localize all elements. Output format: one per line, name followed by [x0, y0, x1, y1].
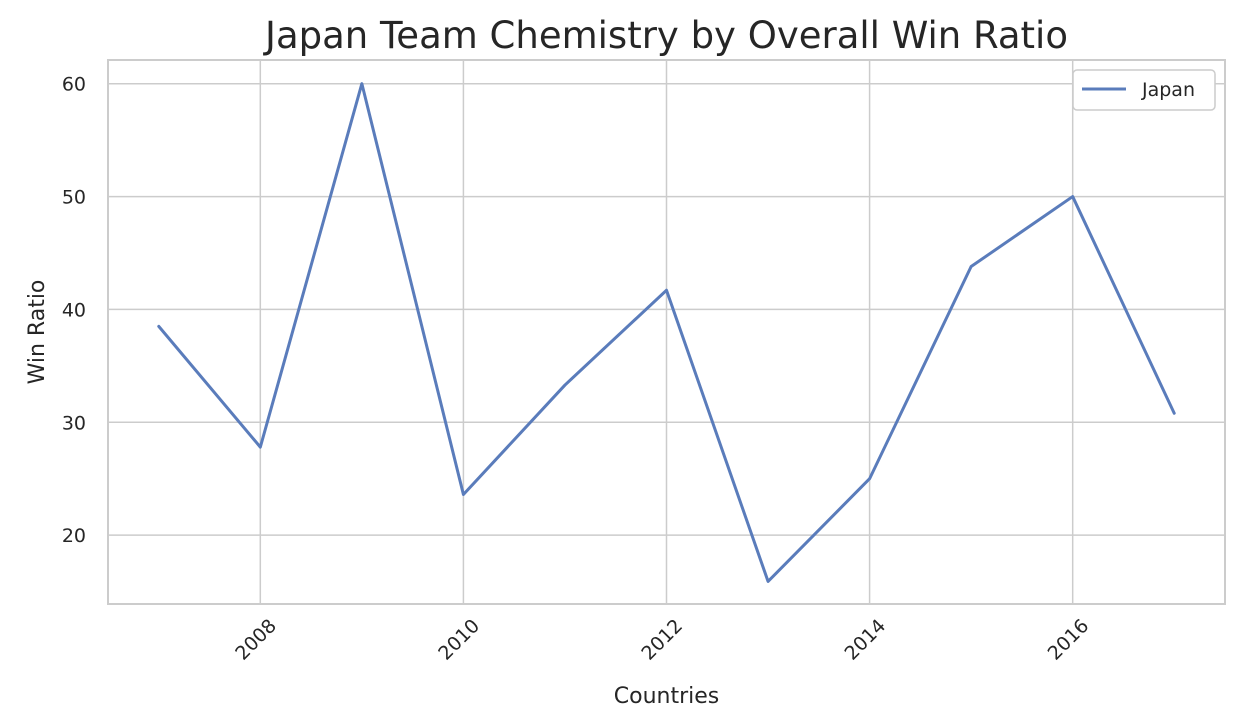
grid-lines	[108, 60, 1225, 604]
y-tick-label: 20	[62, 525, 86, 547]
x-tick-label: 2012	[637, 615, 687, 665]
legend: Japan	[1072, 69, 1216, 111]
y-tick-label: 30	[62, 412, 86, 434]
y-tick-label: 60	[62, 74, 86, 96]
y-tick-label: 40	[62, 299, 86, 321]
x-tick-label: 2008	[231, 615, 281, 665]
x-tick-label: 2010	[434, 615, 484, 665]
legend-box	[1072, 69, 1216, 111]
series-lines	[157, 82, 1176, 583]
y-axis-label: Win Ratio	[25, 280, 50, 385]
x-axis-label: Countries	[614, 684, 720, 709]
series-line-japan	[157, 82, 1176, 583]
chart-title: Japan Team Chemistry by Overall Win Rati…	[263, 14, 1068, 57]
y-tick-label: 50	[62, 187, 86, 209]
x-tick-label: 2014	[840, 615, 890, 665]
x-tick-label: 2016	[1044, 615, 1094, 665]
legend-label-japan: Japan	[1141, 79, 1195, 101]
